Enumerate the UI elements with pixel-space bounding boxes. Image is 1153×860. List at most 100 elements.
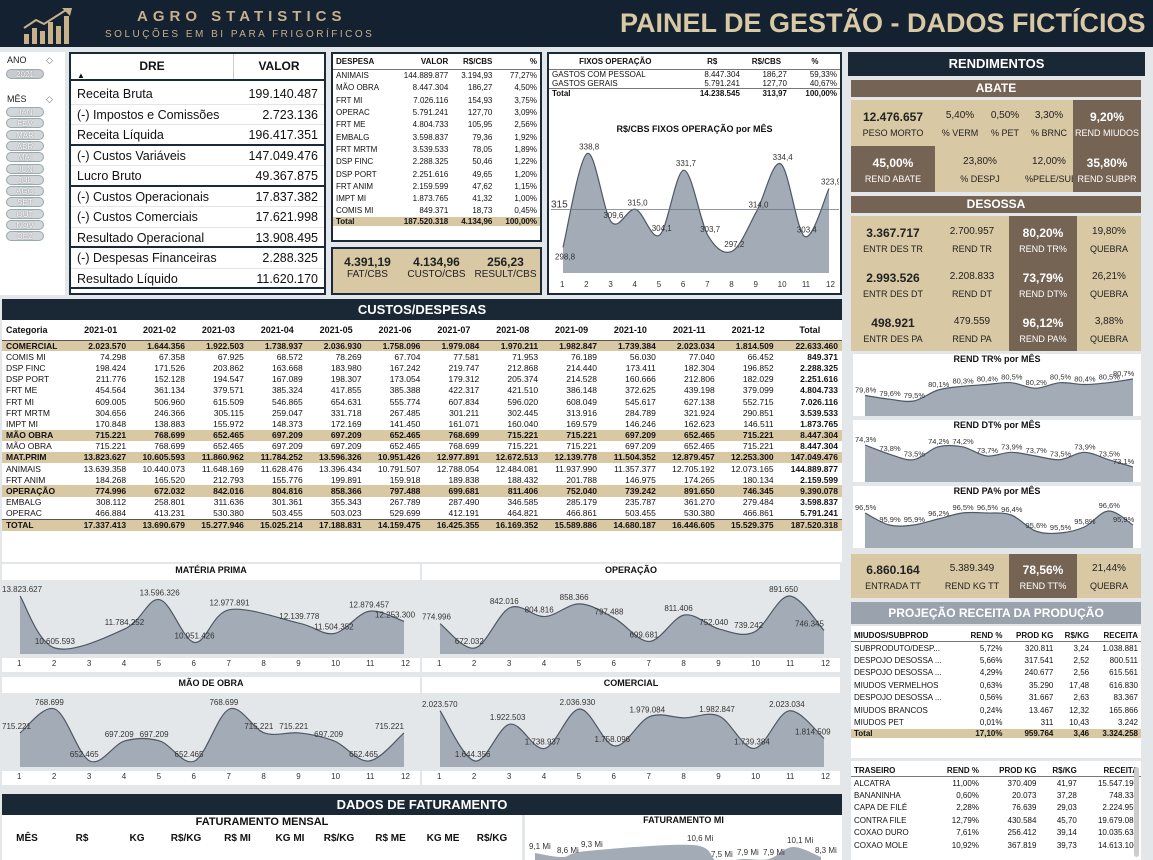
table-row[interactable]: COMIS MI 849.371 18,73 0,45% [333, 205, 540, 217]
col-header[interactable]: R$/KG [1052, 766, 1077, 775]
table-row[interactable]: MÃO OBRA 8.447.304 186,27 4,50% [333, 82, 540, 94]
table-row[interactable]: FRT MRTM 3.539.533 78,05 1,89% [333, 143, 540, 155]
table-row[interactable]: OPERAC 5.791.241 127,70 3,09% [333, 106, 540, 118]
table-row[interactable]: FRT MI 7.026.116 154,93 3,75% [333, 94, 540, 106]
month-button-fev[interactable]: FEV [6, 118, 44, 129]
col-header[interactable]: PROD KG [999, 766, 1037, 775]
table-row[interactable]: EMBALG 3.598.837 79,36 1,92% [333, 131, 540, 143]
eraser-icon[interactable]: ◇ [46, 55, 53, 65]
despesa-col-header[interactable]: DESPESA [336, 57, 375, 66]
despesa-col-header[interactable]: % [529, 57, 537, 66]
col-header[interactable]: REND % [970, 631, 1003, 640]
matrix-row[interactable]: OPERAC 466.884 413.231 530.380 503.455 503.02… [2, 508, 842, 519]
fat-col-header[interactable]: R$/KG [323, 833, 355, 844]
fat-col-header[interactable]: R$/KG [476, 833, 508, 844]
matrix-row[interactable]: DSP PORT 211.776 152.128 194.547 167.089 198.… [2, 374, 842, 385]
table-row[interactable]: DSP FINC 2.288.325 50,46 1,22% [333, 156, 540, 168]
table-row[interactable]: IMPT MI 1.873.765 41,32 1,00% [333, 192, 540, 204]
col-header[interactable]: TRASEIRO [854, 766, 896, 775]
fixos-col-header[interactable]: R$ [707, 57, 718, 66]
matrix-col-header[interactable]: 2021-04 [260, 324, 294, 335]
scrollbar[interactable] [1134, 767, 1139, 857]
matrix-row[interactable]: MÃO OBRA 715.221 768.699 652.465 697.209 697.… [2, 441, 842, 452]
month-button-abr[interactable]: ABR [6, 140, 44, 151]
dre-header[interactable]: DRE [71, 54, 234, 79]
col-header[interactable]: RECEITA [1103, 766, 1138, 775]
fixos-col-header[interactable]: % [811, 57, 819, 66]
ano-slicer-2021[interactable]: 2021 [6, 69, 44, 79]
matrix-col-header[interactable]: Total [799, 324, 821, 335]
matrix-row[interactable]: COMIS MI 74.298 67.358 67.925 68.572 78.269 67… [2, 351, 842, 362]
table-row[interactable]: FRT ANIM 2.159.599 47,62 1,15% [333, 180, 540, 192]
month-button-out[interactable]: OUT [6, 208, 44, 219]
month-button-ago[interactable]: AGO [6, 186, 44, 197]
matrix-row[interactable]: ANIMAIS 13.639.358 10.440.073 11.648.169 11.… [2, 463, 842, 474]
dre-row[interactable]: Lucro Bruto 49.367.875 [71, 166, 324, 187]
matrix-col-header[interactable]: 2021-12 [731, 324, 765, 335]
matrix-row[interactable]: FRT MI 609.005 506.960 615.509 546.865 654.63… [2, 396, 842, 407]
fat-col-header[interactable]: MÊS [16, 833, 38, 844]
table-row[interactable]: MIUDOS PET 0,01% 311 10,43 3.242 [851, 717, 1141, 730]
table-row[interactable]: MIUDOS VERMELHOS 0,63% 35.290 17,48 616.830 [851, 679, 1141, 692]
matrix-col-header[interactable]: 2021-07 [437, 324, 471, 335]
matrix-col-header[interactable]: 2021-11 [673, 324, 706, 335]
matrix-row[interactable]: FRT MRTM 304.656 246.366 305.115 259.047 331.… [2, 407, 842, 418]
despesa-col-header[interactable]: R$/CBS [463, 57, 493, 66]
eraser-icon[interactable]: ◇ [46, 94, 53, 104]
month-button-dez[interactable]: DEZ [6, 231, 44, 242]
table-row[interactable]: MIUDOS BRANCOS 0,24% 13.467 12,32 165.866 [851, 704, 1141, 717]
table-row[interactable]: GASTOS COM PESSOAL 8.447.304 186,27 59,33% [549, 70, 840, 79]
matrix-col-header[interactable]: 2021-06 [378, 324, 412, 335]
sort-up-icon[interactable]: ▲ [77, 71, 85, 80]
table-row[interactable]: ALCATRA 11,00% 370.409 41,97 15.547.190 [851, 777, 1141, 790]
month-button-mai[interactable]: MAI [6, 152, 44, 163]
dre-row[interactable]: (-) Impostos e Comissões 2.723.136 [71, 105, 324, 125]
table-row[interactable]: COXAO DURO 7,61% 256.412 39,14 10.035.638 [851, 827, 1141, 840]
col-header[interactable]: RECEITA [1103, 631, 1138, 640]
fat-col-header[interactable]: R$ ME [375, 833, 406, 844]
month-button-jan[interactable]: JAN [6, 107, 44, 117]
fat-col-header[interactable]: KG MI [275, 833, 305, 844]
table-row[interactable]: COXAO MOLE 10,92% 367.819 39,73 14.613.100 [851, 839, 1141, 852]
matrix-row[interactable]: EMBALG 308.112 258.801 311.636 301.361 355.34… [2, 497, 842, 508]
dre-row[interactable]: (-) Custos Variáveis 147.049.476 [71, 146, 324, 166]
col-header[interactable]: MIUDOS/SUBPROD [854, 631, 929, 640]
dre-row[interactable]: (-) Despesas Financeiras 2.288.325 [71, 248, 324, 269]
matrix-row[interactable]: MÃO OBRA 715.221 768.699 652.465 697.209 697.… [2, 429, 842, 441]
dre-row[interactable]: Receita Bruta 199.140.487 [71, 84, 324, 105]
table-row[interactable]: DESPOJO DESOSSA ... 5,66% 317.541 2,52 800.5… [851, 654, 1141, 667]
table-row[interactable]: DESPOJO DESOSSA ... 4,29% 240.677 2,56 615.5… [851, 667, 1141, 680]
dre-row[interactable]: (-) Custos Operacionais 17.837.382 [71, 187, 324, 207]
valor-header[interactable]: VALOR [258, 59, 300, 73]
matrix-row[interactable]: DSP FINC 198.424 171.526 203.862 163.668 183.… [2, 362, 842, 373]
col-header[interactable]: PROD KG [1016, 631, 1054, 640]
table-row[interactable]: GASTOS GERAIS 5.791.241 127,70 40,67% [549, 79, 840, 89]
matrix-col-header[interactable]: Categoria [6, 324, 48, 335]
month-button-jun[interactable]: JUN [6, 163, 44, 174]
month-button-set[interactable]: SET [6, 197, 44, 208]
matrix-row[interactable]: FRT ME 454.564 361.134 379.571 385.324 417.85… [2, 385, 842, 396]
fat-col-header[interactable]: R$ [75, 833, 89, 844]
matrix-row[interactable]: MAT.PRIM 13.823.627 10.605.593 11.860.962 11… [2, 451, 842, 464]
dre-row[interactable]: Resultado Líquido 11.620.170 [71, 269, 324, 289]
fat-col-header[interactable]: KG ME [426, 833, 460, 844]
table-row[interactable]: ANIMAIS 144.889.877 3.194,93 77,27% [333, 70, 540, 82]
matrix-col-header[interactable]: 2021-02 [143, 324, 177, 335]
table-row[interactable]: FRT ME 4.804.733 105,95 2,56% [333, 119, 540, 131]
matrix-col-header[interactable]: 2021-08 [496, 324, 530, 335]
fixos-col-header[interactable]: FIXOS OPERAÇÃO [579, 57, 652, 66]
dre-row[interactable]: Resultado Operacional 13.908.495 [71, 228, 324, 248]
col-header[interactable]: REND % [946, 766, 979, 775]
table-row[interactable]: SUBPRODUTO/DESP... 5,72% 320.811 3,24 1.038.… [851, 642, 1141, 655]
table-row[interactable]: CONTRA FILE 12,79% 430.584 45,70 19.679.081 [851, 814, 1141, 827]
fixos-col-header[interactable]: R$/CBS [751, 57, 782, 66]
fat-col-header[interactable]: R$ MI [224, 833, 251, 844]
month-button-jul[interactable]: JUL [6, 174, 44, 185]
dre-row[interactable]: Receita Líquida 196.417.351 [71, 125, 324, 146]
month-button-mar[interactable]: MAR [6, 129, 44, 140]
despesa-col-header[interactable]: VALOR [420, 57, 449, 66]
matrix-col-header[interactable]: 2021-09 [555, 324, 589, 335]
fat-col-header[interactable]: R$/KG [170, 833, 202, 844]
fat-col-header[interactable]: KG [129, 833, 145, 844]
matrix-row[interactable]: IMPT MI 170.848 138.883 155.972 148.373 172.1… [2, 418, 842, 429]
